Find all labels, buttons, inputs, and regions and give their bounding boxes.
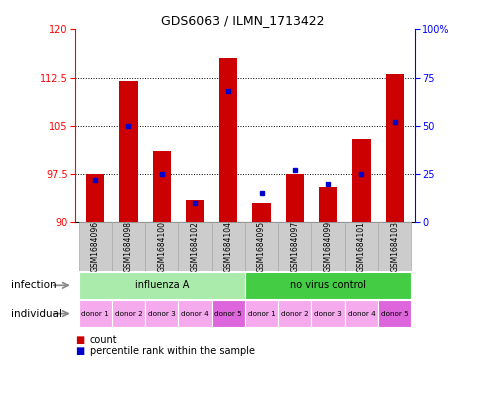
Bar [78, 222, 111, 271]
Text: influenza A: influenza A [134, 280, 188, 290]
Bar [145, 300, 178, 327]
Bar [244, 300, 278, 327]
Bar [111, 222, 145, 271]
Text: ■: ■ [75, 346, 84, 356]
Text: count: count [90, 334, 117, 345]
Text: GSM1684095: GSM1684095 [257, 221, 266, 272]
Bar [244, 222, 278, 271]
Text: GSM1684098: GSM1684098 [124, 221, 133, 272]
Bar [311, 222, 344, 271]
Bar [111, 300, 145, 327]
Text: donor 4: donor 4 [347, 310, 375, 317]
Text: no virus control: no virus control [289, 280, 365, 290]
Bar [185, 200, 204, 222]
Text: GSM1684096: GSM1684096 [91, 221, 99, 272]
Bar [351, 139, 370, 222]
Bar [145, 222, 178, 271]
Text: GDS6063 / ILMN_1713422: GDS6063 / ILMN_1713422 [160, 14, 324, 27]
Bar [344, 300, 378, 327]
Text: donor 1: donor 1 [247, 310, 275, 317]
Bar [311, 300, 344, 327]
Bar [211, 222, 244, 271]
Text: donor 3: donor 3 [314, 310, 341, 317]
Text: GSM1684104: GSM1684104 [223, 221, 232, 272]
Bar [119, 81, 137, 222]
Text: GSM1684101: GSM1684101 [356, 221, 365, 272]
Text: percentile rank within the sample: percentile rank within the sample [90, 346, 254, 356]
Text: donor 5: donor 5 [214, 310, 242, 317]
Bar [385, 74, 403, 222]
Text: GSM1684097: GSM1684097 [290, 221, 299, 272]
Bar [219, 58, 237, 222]
Bar [378, 300, 410, 327]
Text: donor 4: donor 4 [181, 310, 209, 317]
Bar [211, 300, 244, 327]
Bar [86, 174, 104, 222]
Bar [152, 151, 170, 222]
Bar [278, 300, 311, 327]
Text: individual: individual [11, 309, 61, 319]
Bar [285, 174, 303, 222]
Text: GSM1684102: GSM1684102 [190, 221, 199, 272]
Bar [244, 272, 410, 299]
Bar [344, 222, 378, 271]
Bar [178, 222, 211, 271]
Text: donor 5: donor 5 [380, 310, 408, 317]
Text: infection: infection [11, 280, 56, 290]
Bar [78, 300, 111, 327]
Bar [318, 187, 336, 222]
Text: ■: ■ [75, 334, 84, 345]
Text: donor 2: donor 2 [114, 310, 142, 317]
Bar [78, 272, 244, 299]
Bar [378, 222, 410, 271]
Text: donor 2: donor 2 [280, 310, 308, 317]
Text: donor 3: donor 3 [148, 310, 175, 317]
Bar [278, 222, 311, 271]
Bar [252, 203, 270, 222]
Text: GSM1684100: GSM1684100 [157, 221, 166, 272]
Text: GSM1684103: GSM1684103 [390, 221, 398, 272]
Bar [178, 300, 211, 327]
Text: GSM1684099: GSM1684099 [323, 221, 332, 272]
Text: donor 1: donor 1 [81, 310, 109, 317]
